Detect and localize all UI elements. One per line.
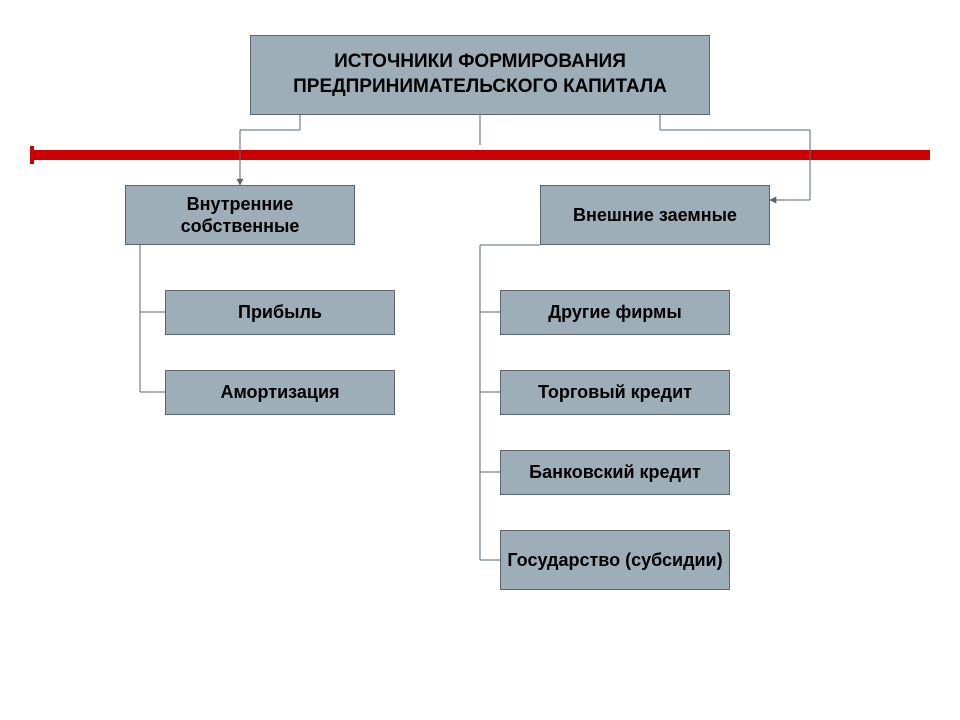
accent-bar xyxy=(30,150,930,160)
category-external-label: Внешние заемные xyxy=(573,204,737,227)
leaf-label: Торговый кредит xyxy=(538,382,692,403)
leaf-internal-0: Прибыль xyxy=(165,290,395,335)
leaf-external-3: Государство (субсидии) xyxy=(500,530,730,590)
leaf-label: Банковский кредит xyxy=(529,462,701,483)
leaf-label: Государство (субсидии) xyxy=(507,550,722,571)
leaf-external-0: Другие фирмы xyxy=(500,290,730,335)
category-external: Внешние заемные xyxy=(540,185,770,245)
leaf-label: Прибыль xyxy=(238,302,322,323)
leaf-label: Амортизация xyxy=(220,382,339,403)
leaf-external-1: Торговый кредит xyxy=(500,370,730,415)
root-node: ИСТОЧНИКИ ФОРМИРОВАНИЯ ПРЕДПРИНИМАТЕЛЬСК… xyxy=(250,35,710,115)
leaf-internal-1: Амортизация xyxy=(165,370,395,415)
accent-bar-knob xyxy=(30,160,34,164)
leaf-external-2: Банковский кредит xyxy=(500,450,730,495)
leaf-label: Другие фирмы xyxy=(548,302,681,323)
accent-bar-knob xyxy=(30,146,34,150)
category-internal: Внутренние собственные xyxy=(125,185,355,245)
root-label: ИСТОЧНИКИ ФОРМИРОВАНИЯ ПРЕДПРИНИМАТЕЛЬСК… xyxy=(271,50,689,99)
category-internal-label: Внутренние собственные xyxy=(126,193,354,238)
